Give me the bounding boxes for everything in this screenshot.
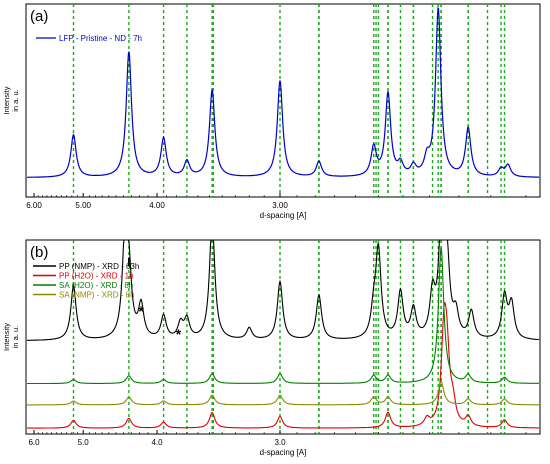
annotation: * <box>138 303 144 319</box>
plot-frame <box>25 3 541 198</box>
x-tick-label: 5.00 <box>75 201 91 210</box>
x-tick-label: 6.0 <box>28 438 40 447</box>
x-axis-label: d-spacing [A] <box>260 211 307 220</box>
x-tick-label: 3.0 <box>274 438 286 447</box>
panel-label: (a) <box>30 8 48 25</box>
panel-b: 6.0 5.0 4.0 3.0d-spacing [A] Intensityin a. … <box>2 239 541 457</box>
y-axis-label-line: in a. u. <box>11 326 20 349</box>
y-axis-label-line: Intensity <box>2 323 11 351</box>
legend-label: LFP - Pristine - ND - 7h <box>59 34 142 43</box>
legend-label: PP (NMP) - XRD - 63h <box>59 262 139 271</box>
y-axis-label-line: Intensity <box>2 86 11 114</box>
y-axis-label: Intensityin a. u. <box>2 86 20 114</box>
annotation: I <box>127 255 130 269</box>
plot-frame <box>25 239 541 435</box>
x-tick-label: 4.00 <box>149 201 165 210</box>
series-line <box>27 247 539 385</box>
legend-label: PP (H2O) - XRD - 1h <box>59 272 134 281</box>
y-axis-label: Intensityin a. u. <box>2 323 20 351</box>
x-tick-label: 5.0 <box>78 438 90 447</box>
annotation: * <box>176 326 182 342</box>
x-tick-label: 3.00 <box>272 201 288 210</box>
legend-label: SA (H2O) - XRD - 8h <box>59 281 133 290</box>
x-tick-label: 4.0 <box>151 438 163 447</box>
x-tick-label: 6.00 <box>26 201 42 210</box>
x-axis-label: d-spacing [A] <box>260 448 307 457</box>
legend-label: SA (NMP) - XRD - 8h <box>59 291 135 300</box>
y-axis-label-line: in a. u. <box>11 89 20 112</box>
series-line <box>27 6 539 178</box>
panel-label: (b) <box>30 244 48 261</box>
series-line <box>27 239 540 341</box>
series-line <box>27 380 539 406</box>
panel-a: 6.00 5.00 4.00 3.00d-spacing [A] Intensityin… <box>2 3 541 220</box>
series-line <box>27 301 539 429</box>
